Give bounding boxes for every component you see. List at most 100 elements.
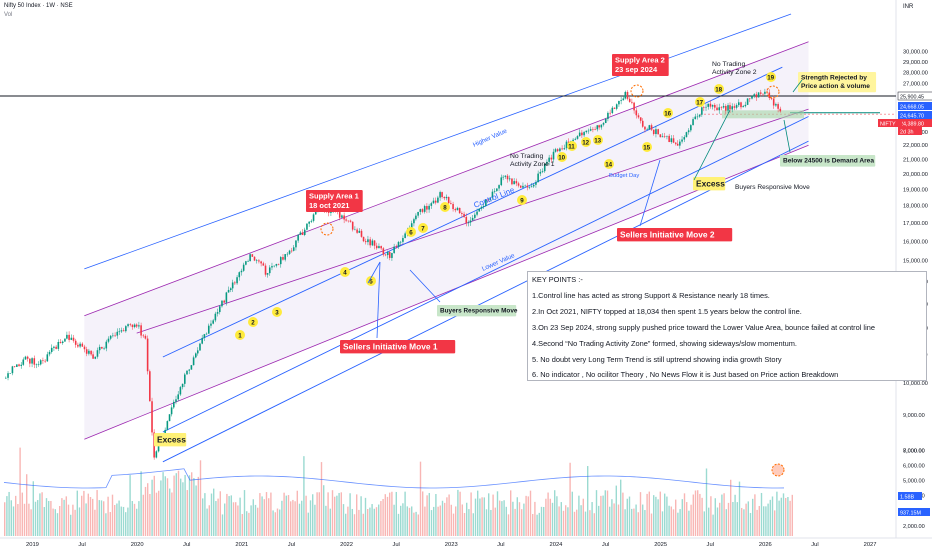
candle-body [378,246,380,249]
candle-body [88,350,90,354]
volume-bar [147,483,149,536]
volume-bar [521,509,523,536]
candle-body [541,171,544,172]
volume-bar [111,494,114,536]
volume-bar [428,492,430,536]
volume-bar [534,501,536,536]
candle-body [659,134,662,138]
price-tag-7: 937.15M [900,510,921,516]
supply-area-1-marker [320,222,334,236]
candle-body [764,91,766,94]
volume-bar [446,497,448,536]
volume-bar [551,502,554,536]
candle-body [561,148,563,150]
candle-body [742,106,744,108]
candle-body [589,129,592,131]
candle-body [181,383,184,388]
candle-body [517,183,520,186]
volume-bar [598,505,600,536]
demand-area-label-bg [780,155,876,167]
volume-bar [39,493,41,536]
volume-bar [444,502,446,536]
candle-body [772,98,775,106]
volume-bar [232,502,235,536]
candle-body [216,312,219,314]
volume-bar [166,478,169,536]
channel-line-1[interactable] [162,66,783,358]
candle-body [155,451,158,458]
volume-bar [199,460,202,536]
candle-body [504,175,507,177]
swing-marker-8 [440,202,450,212]
excess-2-arrow [693,109,731,181]
chart-title: Nifty 50 Index · 1W · NSE [4,3,73,9]
volume-bar [670,506,672,536]
volume-bar [292,499,294,536]
candle-body [648,125,651,130]
volume-bar [525,495,527,536]
candle-body [343,215,345,220]
volume-bar [631,508,633,536]
candle-body [613,107,616,109]
candle-body [696,116,699,118]
candle-body [622,98,625,101]
volume-bar [613,503,615,536]
volume-bar [340,492,342,536]
volume-bar [419,461,422,536]
swing-number-2: 2 [251,319,255,326]
volume-bar [230,495,232,536]
volume-bar [70,514,72,536]
candle-body [157,443,160,452]
candle-body [247,261,249,262]
candle-body [740,102,742,108]
candle-body [476,211,478,215]
volume-bar [103,501,105,536]
volume-bar [732,501,734,536]
volume-bar [714,498,716,536]
volume-bar [705,468,708,536]
swing-number-5: 5 [369,278,373,285]
candle-body [615,104,618,109]
volume-bar [378,504,380,536]
candle-body [508,178,511,180]
candle-body [184,374,186,384]
volume-bar [327,492,329,536]
candle-body [149,371,151,402]
volume-bar [664,493,666,536]
candle-body [66,334,68,339]
volume-bar [305,495,307,536]
volume-bar [138,501,140,536]
candle-body [670,138,673,143]
candle-body [16,364,18,367]
candle-body [77,344,79,347]
time-tick-0: 2019 [26,542,39,548]
volume-bar [479,498,481,536]
candle-body [218,306,221,313]
candle-body [362,236,365,242]
volume-bar [369,507,371,536]
time-tick-2: 2020 [131,542,144,548]
volume-bar [254,504,257,536]
volume-bar [107,496,109,536]
channel-line-3[interactable] [162,140,809,463]
candle-body [168,414,171,422]
candle-body [151,401,153,433]
time-tick-11: Jul [602,542,609,548]
volume-bar [655,496,657,536]
volume-bar [195,485,197,536]
mid-purple-line [136,108,809,334]
buyers-move-1-label-line-1: Buyers Responsive Move [440,307,518,314]
swing-marker-10 [557,152,567,162]
volume-bar [692,494,694,536]
volume-bar [712,514,714,536]
channel-line-2[interactable] [162,116,809,433]
candle-body [170,407,173,415]
key-point-5: 5. No doubt very Long Term Trend is stil… [532,355,782,364]
volume-bar [646,493,648,536]
volume-bar [303,456,305,536]
candle-body [445,196,448,199]
price-tag-bg-6 [898,492,922,500]
swing-number-12: 12 [582,139,589,146]
candle-body [548,157,550,162]
